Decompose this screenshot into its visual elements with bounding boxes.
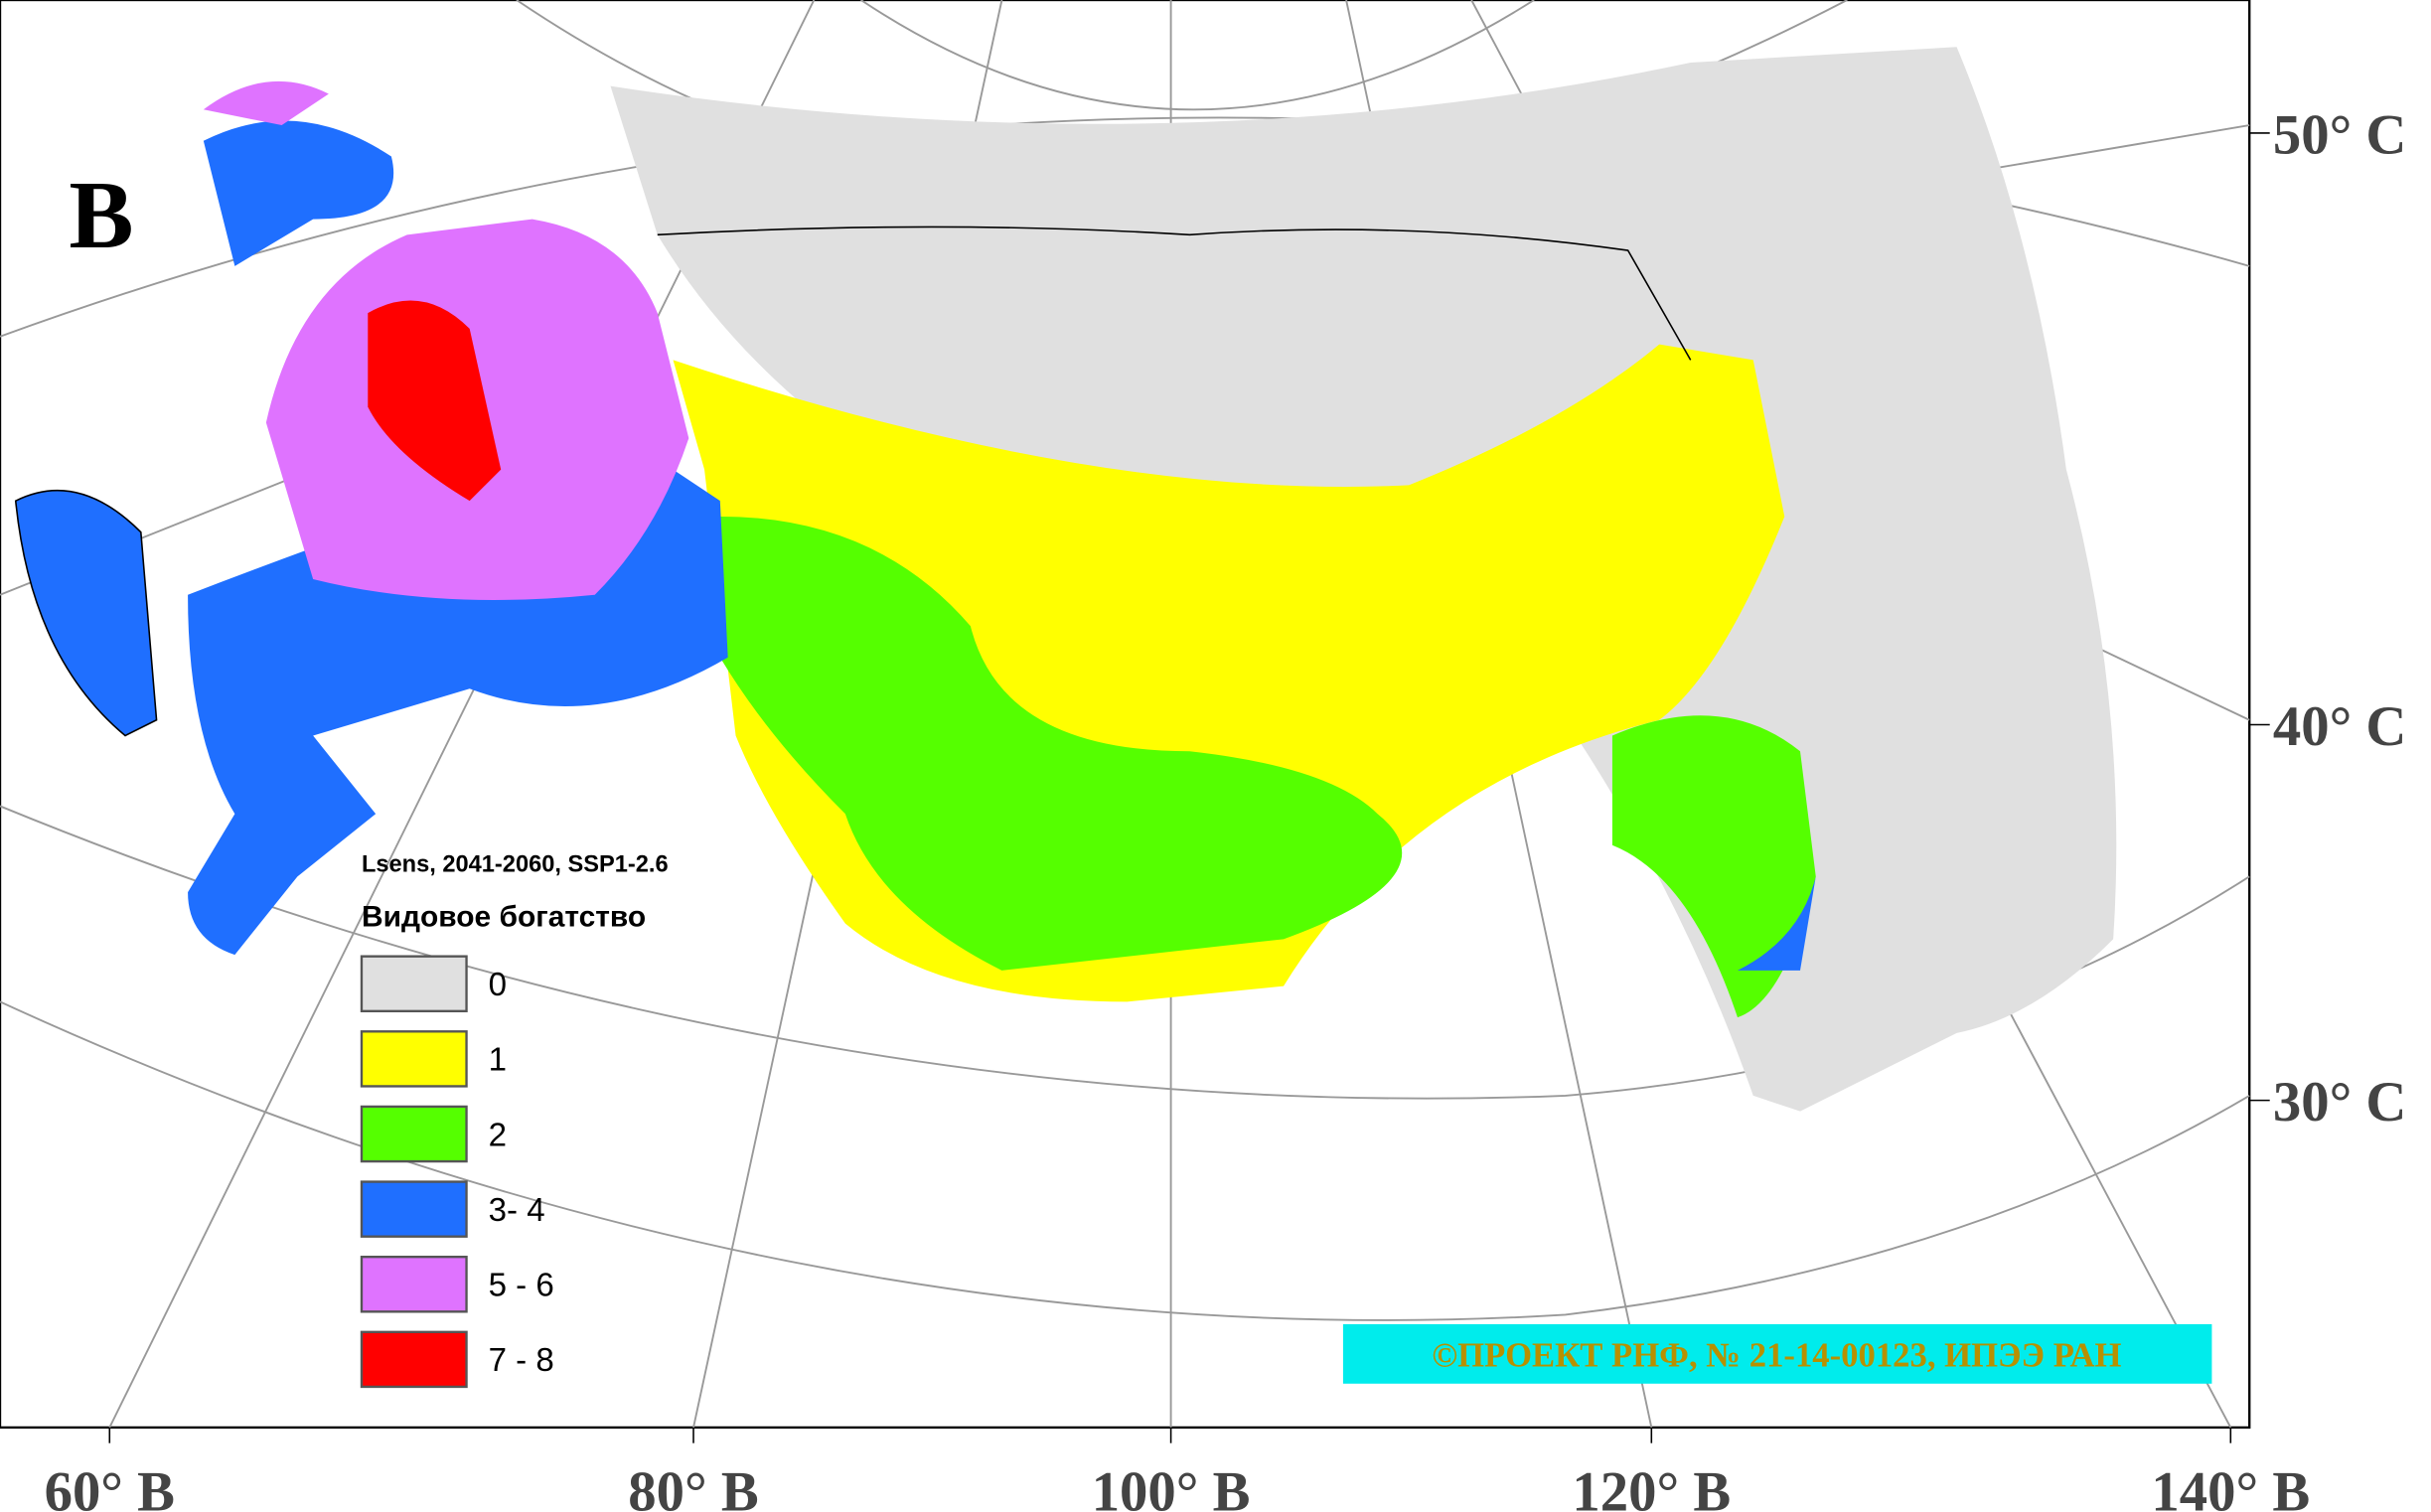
longitude-label: 120° В [1572,1460,1731,1512]
latitude-label: 30° С [2273,1071,2407,1134]
longitude-label: 100° В [1092,1460,1251,1512]
latitude-label: 40° С [2273,695,2407,758]
area-2 [719,516,1816,1018]
longitude-label: 140° В [2151,1460,2310,1512]
legend-subtitle: Lsens, 2041-2060, SSP1-2.6 [362,852,669,878]
legend: 0 1 2 3- 4 5 - 6 7 - 8 [360,955,554,1389]
legend-label: 2 [489,1117,507,1153]
legend-swatch [360,1030,468,1088]
legend-label: 0 [489,967,507,1003]
axis-labels: 60° В 80° В 100° В 120° В 140° В 50° С 40° С 30… [45,103,2407,1512]
legend-label: 1 [489,1042,507,1079]
legend-label: 5 - 6 [489,1268,554,1304]
legend-swatch [360,1256,468,1313]
legend-swatch [360,1105,468,1163]
legend-title: Видовое богатство [362,901,646,934]
legend-swatch [360,1180,468,1238]
legend-swatch [360,1330,468,1389]
credit: ©ПРОЕКТ РНФ, № 21-14-00123, ИПЭЭ РАН [1432,1336,2121,1374]
latitude-label: 50° С [2273,103,2407,166]
legend-swatch [360,955,468,1012]
longitude-label: 80° В [628,1460,758,1512]
panel-label: В [69,162,133,269]
legend-label: 7 - 8 [489,1342,554,1379]
area-7-8 [368,300,502,502]
richness-areas [14,47,2117,1112]
credit-box [1342,1323,2212,1384]
longitude-label: 60° В [45,1460,175,1512]
legend-label: 3- 4 [489,1192,545,1229]
